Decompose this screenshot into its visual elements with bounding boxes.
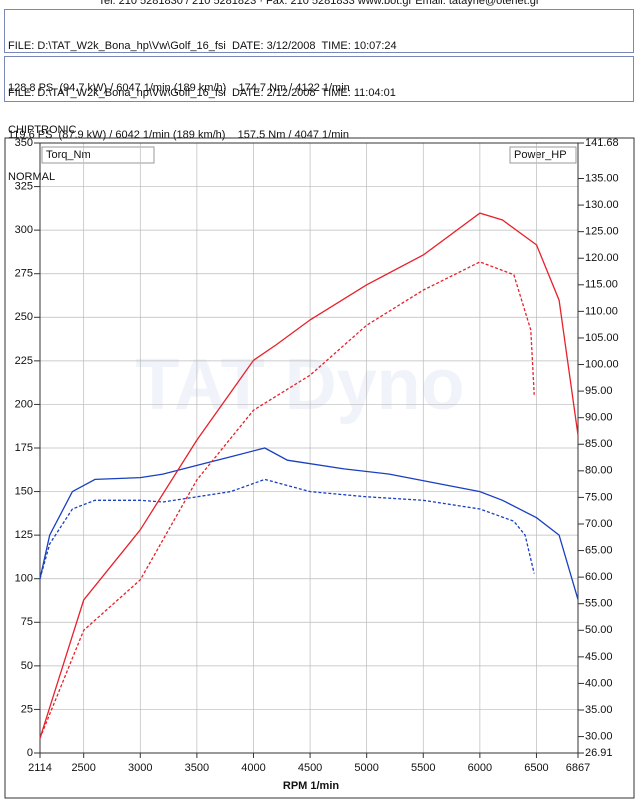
y2-tick-label: 26.91 bbox=[585, 747, 613, 759]
y2-tick-label: 85.00 bbox=[585, 438, 613, 450]
x-axis-label: RPM 1/min bbox=[283, 780, 340, 792]
file-line: FILE: D:\TAT_W2k_Bona_hp\Vw\Golf_16_fsi … bbox=[8, 40, 397, 52]
y2-tick-label: 125.00 bbox=[585, 226, 619, 238]
y2-tick-label: 50.00 bbox=[585, 624, 613, 636]
x-tick-label: 3500 bbox=[185, 762, 209, 774]
plot-area bbox=[39, 142, 579, 754]
y2-tick-label: 55.00 bbox=[585, 598, 613, 610]
series-line bbox=[39, 212, 579, 739]
y2-tick-label: 80.00 bbox=[585, 465, 613, 477]
y-tick-label: 25 bbox=[21, 703, 33, 715]
y-tick-label: 325 bbox=[15, 180, 33, 192]
y-tick-label: 200 bbox=[15, 398, 33, 410]
y2-tick-label: 95.00 bbox=[585, 385, 613, 397]
y-tick-label: 150 bbox=[15, 485, 33, 497]
y2-tick-label: 110.00 bbox=[585, 305, 618, 317]
x-tick-label: 4500 bbox=[298, 762, 322, 774]
y-tick-label: 300 bbox=[15, 224, 33, 236]
y2-tick-label: 130.00 bbox=[585, 199, 619, 211]
y-tick-label: 50 bbox=[21, 660, 33, 672]
x-tick-label: 6000 bbox=[468, 762, 492, 774]
y2-tick-label: 105.00 bbox=[585, 332, 619, 344]
y2-tick-label: 45.00 bbox=[585, 651, 613, 663]
y-axis-label: Torq_Nm bbox=[46, 149, 91, 161]
y2-tick-label: 65.00 bbox=[585, 544, 613, 556]
series-line bbox=[39, 447, 579, 600]
y2-tick-label: 60.00 bbox=[585, 571, 613, 583]
x-tick-label: 2500 bbox=[71, 762, 95, 774]
result-line: 128.8 PS (94.7 kW) / 6047 1/min (189 km/… bbox=[8, 82, 350, 94]
y-tick-label: 75 bbox=[21, 616, 33, 628]
chart-frame bbox=[4, 137, 635, 799]
y2-tick-label: 115.00 bbox=[585, 279, 618, 291]
x-tick-label: 2114 bbox=[28, 762, 52, 774]
y-tick-label: 225 bbox=[15, 355, 33, 367]
mode: NORMAL bbox=[8, 171, 56, 183]
x-tick-label: 3000 bbox=[128, 762, 152, 774]
y2-tick-label: 40.00 bbox=[585, 677, 613, 689]
legend-box bbox=[509, 146, 577, 164]
y-tick-label: 125 bbox=[15, 529, 33, 541]
y-tick-label: 275 bbox=[15, 268, 33, 280]
y2-tick-label: 35.00 bbox=[585, 704, 613, 716]
y-tick-label: 100 bbox=[15, 573, 33, 585]
y2-tick-label: 75.00 bbox=[585, 491, 613, 503]
watermark: TAT Dyno bbox=[135, 345, 464, 425]
mode: CHIPTRONIC bbox=[8, 124, 77, 136]
y-tick-label: 250 bbox=[15, 311, 33, 323]
y-tick-label: 0 bbox=[27, 747, 33, 759]
run-box: FILE: D:\TAT_W2k_Bona_hp\Vw\Golf_16_fsi … bbox=[4, 9, 634, 136]
y2-tick-label: 90.00 bbox=[585, 412, 613, 424]
y2-tick-label: 70.00 bbox=[585, 518, 613, 530]
y2-axis-label: Power_HP bbox=[514, 149, 567, 161]
y2-tick-label: 120.00 bbox=[585, 252, 619, 264]
series-line bbox=[39, 261, 535, 739]
x-tick-label: 6500 bbox=[524, 762, 548, 774]
y-tick-label: 350 bbox=[15, 137, 33, 149]
y2-tick-label: 141.68 bbox=[585, 137, 619, 149]
contact: Tel: 210 5281830 / 210 5281823 · Fax: 21… bbox=[98, 0, 540, 7]
file-line: FILE: D:\TAT_W2k_Bona_hp\Vw\Golf_16_fsi … bbox=[8, 87, 396, 99]
y2-tick-label: 100.00 bbox=[585, 358, 619, 370]
series-line bbox=[39, 478, 535, 579]
x-tick-label: 5000 bbox=[354, 762, 378, 774]
legend-box bbox=[41, 146, 155, 164]
y2-tick-label: 30.00 bbox=[585, 730, 613, 742]
x-tick-label: 5500 bbox=[411, 762, 435, 774]
x-tick-label: 6867 bbox=[566, 762, 590, 774]
y-tick-label: 175 bbox=[15, 442, 33, 454]
x-tick-label: 4000 bbox=[241, 762, 265, 774]
y2-tick-label: 135.00 bbox=[585, 172, 619, 184]
